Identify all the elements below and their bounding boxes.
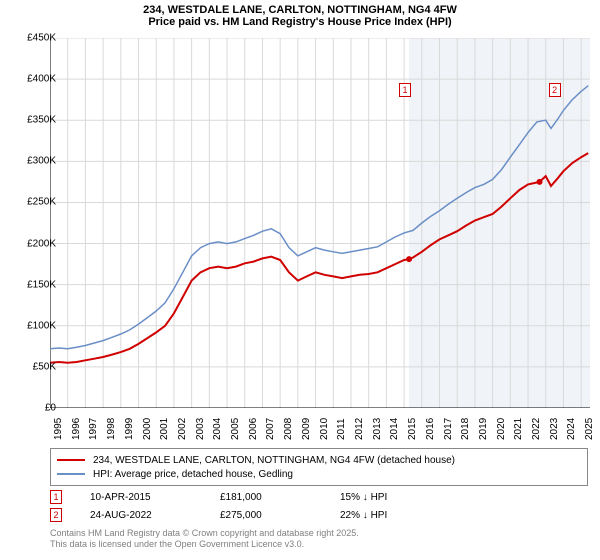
- legend-swatch: [57, 459, 85, 461]
- x-axis-label: 1998: [106, 418, 117, 440]
- x-axis-label: 2010: [319, 418, 330, 440]
- x-axis-label: 2001: [159, 418, 170, 440]
- sale-marker: 1: [399, 83, 411, 97]
- x-axis-label: 2000: [142, 418, 153, 440]
- x-axis-label: 2023: [549, 418, 560, 440]
- legend-label: HPI: Average price, detached house, Gedl…: [93, 469, 293, 480]
- legend-row: HPI: Average price, detached house, Gedl…: [57, 467, 581, 481]
- sale-marker-badge: 2: [50, 508, 62, 522]
- y-axis-label: £0: [45, 403, 56, 414]
- y-axis-label: £150K: [27, 279, 56, 290]
- x-axis-label: 2004: [212, 418, 223, 440]
- sales-table: 1 10-APR-2015£181,00015% ↓ HPI 2 24-AUG-202…: [50, 488, 440, 524]
- sale-date: 24-AUG-2022: [90, 510, 220, 521]
- sale-date: 10-APR-2015: [90, 492, 220, 503]
- x-axis-label: 2006: [248, 418, 259, 440]
- sale-row: 1 10-APR-2015£181,00015% ↓ HPI: [50, 488, 440, 506]
- x-axis-label: 2022: [531, 418, 542, 440]
- title-line2: Price paid vs. HM Land Registry's House …: [0, 16, 600, 28]
- legend-swatch: [57, 473, 85, 475]
- attribution: Contains HM Land Registry data © Crown c…: [50, 528, 359, 551]
- chart-title: 234, WESTDALE LANE, CARLTON, NOTTINGHAM,…: [0, 0, 600, 28]
- x-axis-label: 2007: [265, 418, 276, 440]
- x-axis-label: 2003: [195, 418, 206, 440]
- sale-row: 2 24-AUG-2022£275,00022% ↓ HPI: [50, 506, 440, 524]
- legend-row: 234, WESTDALE LANE, CARLTON, NOTTINGHAM,…: [57, 453, 581, 467]
- y-axis-label: £250K: [27, 197, 56, 208]
- x-axis-label: 2009: [301, 418, 312, 440]
- x-axis-label: 2019: [478, 418, 489, 440]
- y-axis-label: £300K: [27, 156, 56, 167]
- x-axis-label: 2015: [407, 418, 418, 440]
- x-axis-label: 2014: [389, 418, 400, 440]
- chart-area: [50, 38, 590, 408]
- x-axis-label: 1995: [53, 418, 64, 440]
- chart-svg: [50, 38, 590, 408]
- legend-label: 234, WESTDALE LANE, CARLTON, NOTTINGHAM,…: [93, 455, 455, 466]
- y-axis-label: £200K: [27, 238, 56, 249]
- x-axis-label: 1999: [124, 418, 135, 440]
- title-line1: 234, WESTDALE LANE, CARLTON, NOTTINGHAM,…: [0, 4, 600, 16]
- x-axis-label: 2020: [496, 418, 507, 440]
- y-axis-label: £400K: [27, 74, 56, 85]
- x-axis-label: 2024: [566, 418, 577, 440]
- attribution-line1: Contains HM Land Registry data © Crown c…: [50, 528, 359, 539]
- x-axis-label: 2016: [425, 418, 436, 440]
- x-axis-label: 2005: [230, 418, 241, 440]
- y-axis-label: £50K: [33, 361, 56, 372]
- x-axis-label: 2025: [584, 418, 595, 440]
- sale-diff: 15% ↓ HPI: [340, 492, 440, 503]
- x-axis-label: 2018: [460, 418, 471, 440]
- sale-diff: 22% ↓ HPI: [340, 510, 440, 521]
- sale-price: £181,000: [220, 492, 340, 503]
- y-axis-label: £450K: [27, 33, 56, 44]
- x-axis-label: 2008: [283, 418, 294, 440]
- attribution-line2: This data is licensed under the Open Gov…: [50, 539, 359, 550]
- x-axis-label: 1997: [88, 418, 99, 440]
- sale-marker: 2: [549, 83, 561, 97]
- x-axis-label: 2021: [513, 418, 524, 440]
- x-axis-label: 1996: [71, 418, 82, 440]
- y-axis-label: £100K: [27, 320, 56, 331]
- x-axis-label: 2017: [443, 418, 454, 440]
- x-axis-label: 2011: [336, 418, 347, 440]
- x-axis-label: 2012: [354, 418, 365, 440]
- sale-marker-badge: 1: [50, 490, 62, 504]
- x-axis-label: 2013: [372, 418, 383, 440]
- y-axis-label: £350K: [27, 115, 56, 126]
- legend: 234, WESTDALE LANE, CARLTON, NOTTINGHAM,…: [50, 448, 588, 486]
- sale-price: £275,000: [220, 510, 340, 521]
- x-axis-label: 2002: [177, 418, 188, 440]
